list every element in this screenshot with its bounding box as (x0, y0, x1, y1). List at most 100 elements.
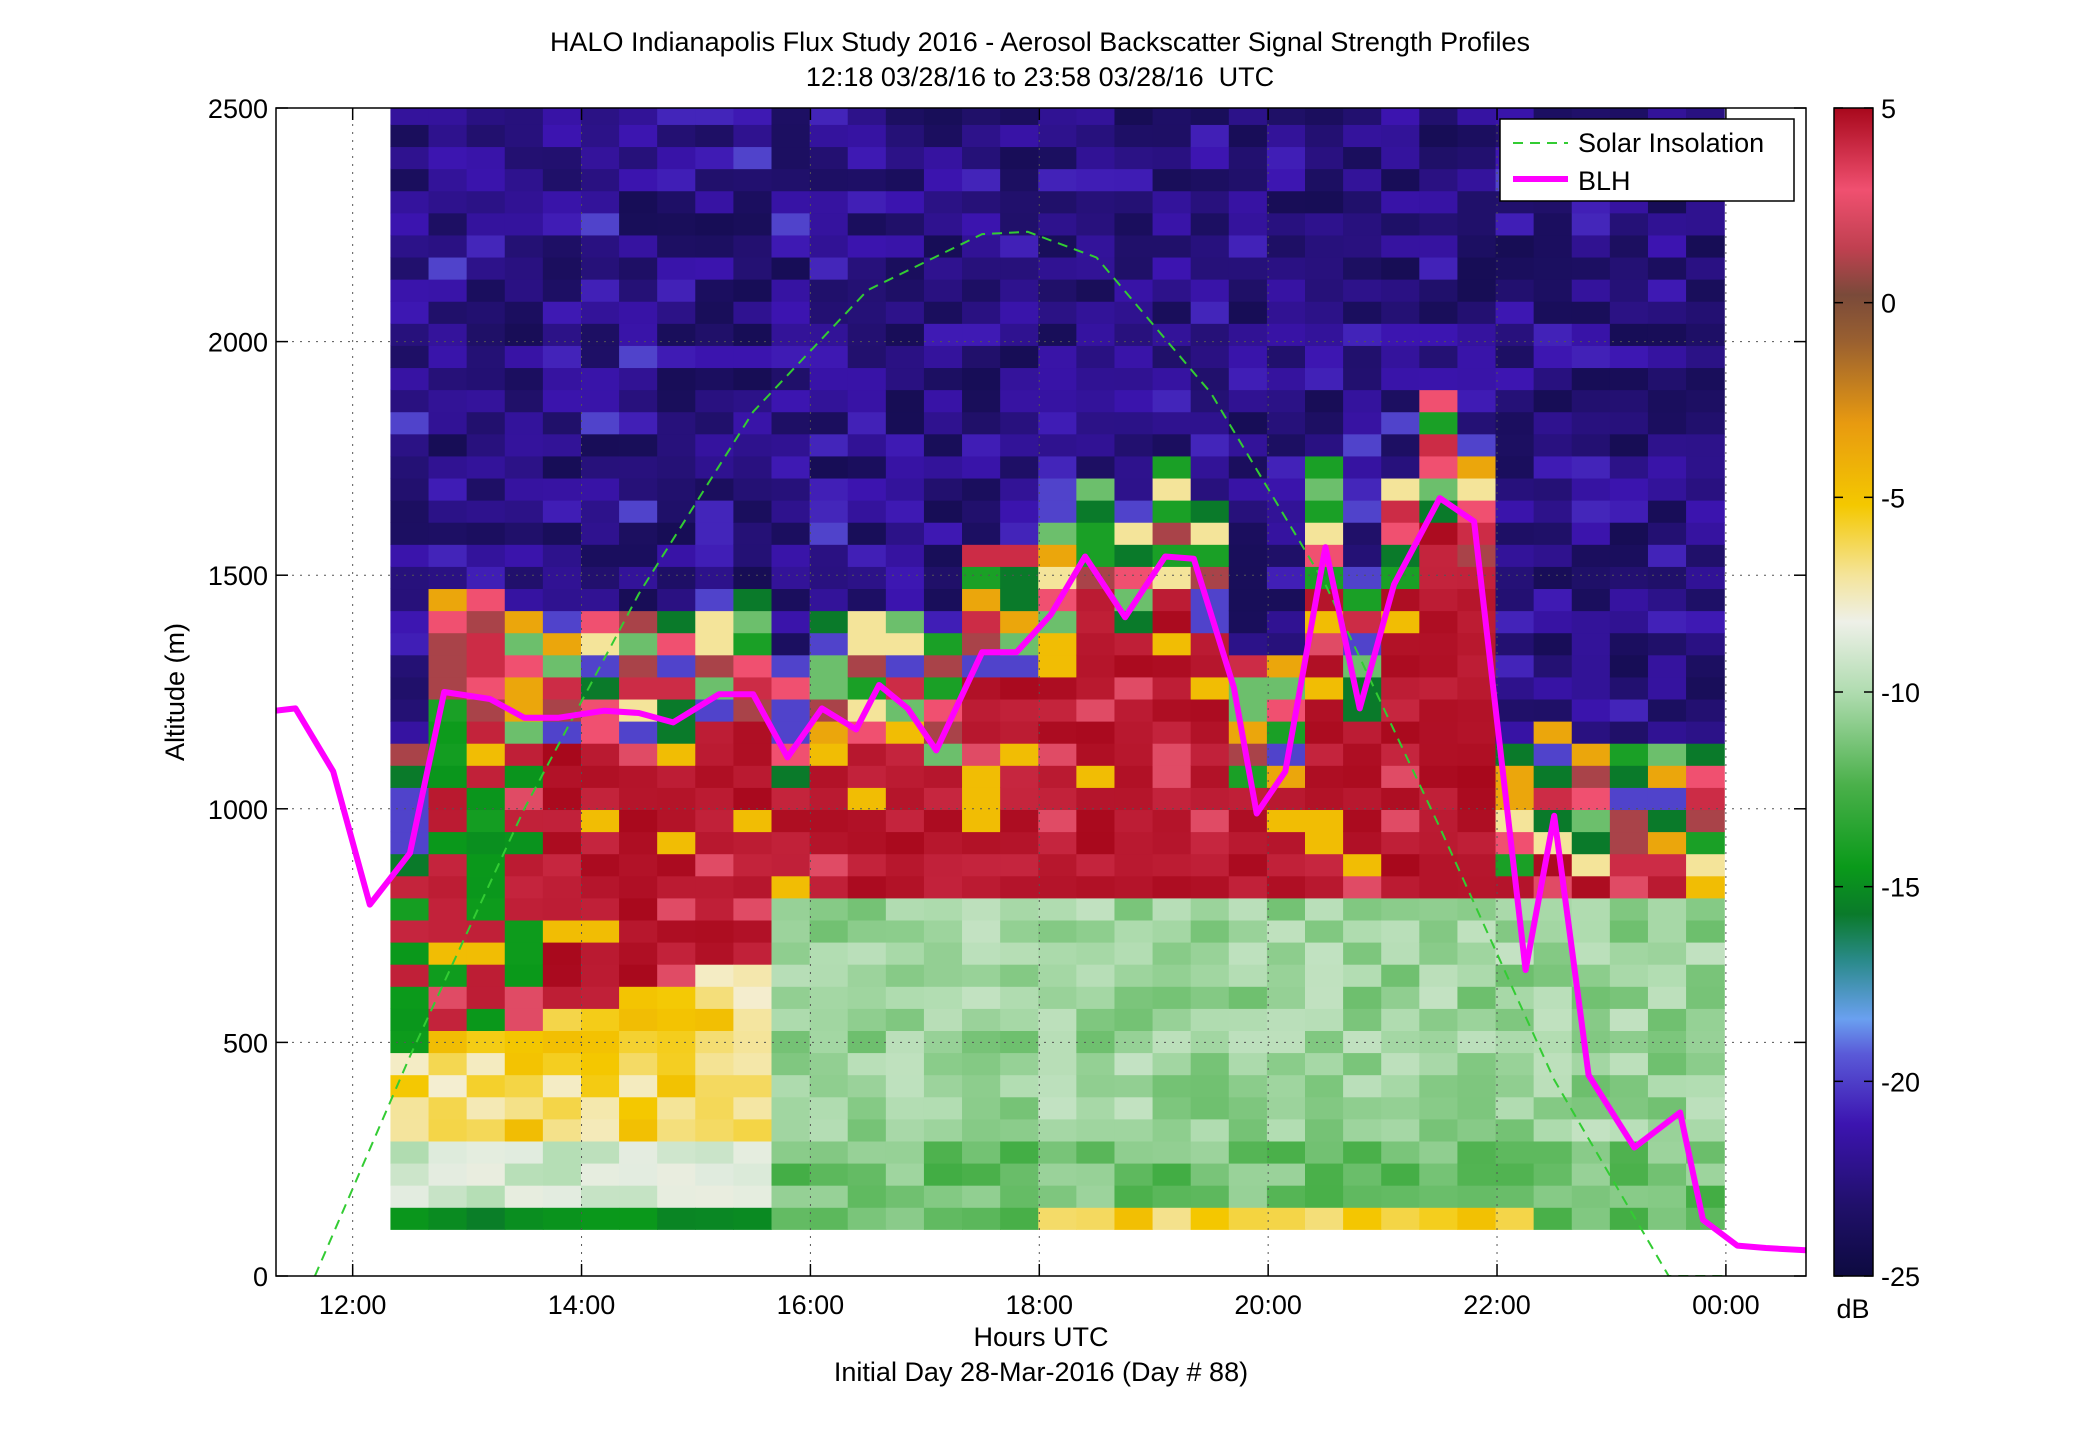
heatmap-cell (733, 168, 773, 192)
heatmap-cell (1686, 698, 1725, 722)
heatmap-cell (771, 964, 811, 987)
heatmap-cell (1228, 1074, 1268, 1098)
heatmap-cell (1000, 1052, 1039, 1076)
heatmap-cell (1305, 433, 1344, 457)
colorbar-label: dB (1836, 1294, 1869, 1324)
heatmap-cell (1495, 212, 1535, 236)
heatmap-cell (1266, 455, 1306, 479)
heatmap-cell (1114, 1118, 1154, 1142)
heatmap-cell (1495, 256, 1535, 280)
heatmap-cell (962, 1207, 1001, 1230)
heatmap-cell (1305, 279, 1344, 302)
heatmap-cell (1266, 1008, 1306, 1031)
heatmap-cell (962, 1162, 1001, 1186)
heatmap-cell (1343, 1074, 1382, 1098)
heatmap-cell (466, 875, 506, 899)
heatmap-cell (1457, 1162, 1497, 1186)
heatmap-cell (466, 654, 506, 678)
heatmap-cell (504, 1096, 544, 1120)
heatmap-cell (1381, 301, 1420, 324)
heatmap-cell (1114, 367, 1154, 391)
heatmap-cell (657, 919, 696, 943)
heatmap-cell (619, 1052, 658, 1076)
heatmap-cell (1686, 787, 1725, 811)
heatmap-cell (1419, 1052, 1459, 1076)
heatmap-cell (504, 389, 544, 413)
heatmap-cell (542, 146, 582, 170)
heatmap-cell (580, 190, 620, 214)
heatmap-cell (1495, 743, 1535, 766)
heatmap-cell (1457, 279, 1497, 302)
heatmap-cell (962, 809, 1001, 833)
heatmap-cell (1076, 279, 1116, 302)
blh-line (276, 495, 1806, 1254)
heatmap-cell (1343, 256, 1382, 280)
heatmap-cell (504, 1008, 544, 1031)
heatmap-cell (580, 345, 620, 369)
heatmap-cell (962, 1030, 1001, 1054)
heatmap-cell (1419, 831, 1459, 855)
heatmap-cell (1038, 1140, 1077, 1164)
heatmap-cell (962, 234, 1001, 258)
heatmap-cell (1609, 544, 1649, 567)
heatmap-cell (962, 1118, 1001, 1142)
heatmap-cell (428, 345, 468, 369)
heatmap-cell (847, 831, 887, 855)
heatmap-cell (580, 108, 620, 125)
heatmap-cell (1495, 1074, 1535, 1098)
heatmap-cell (466, 455, 506, 479)
heatmap-cell (504, 522, 544, 545)
heatmap-cell (466, 787, 506, 811)
heatmap-cell (923, 108, 963, 125)
heatmap-cell (1305, 676, 1344, 700)
heatmap-cell (657, 234, 696, 258)
x-axis-label: Hours UTC (973, 1322, 1108, 1352)
heatmap-cell (1152, 190, 1192, 214)
heatmap-cell (390, 323, 430, 346)
heatmap-cell (542, 301, 582, 324)
heatmap-cell (428, 853, 468, 877)
heatmap-cell (466, 522, 506, 545)
heatmap-cell (390, 1052, 430, 1076)
heatmap-cell (1038, 698, 1077, 722)
heatmap-cell (1343, 1140, 1382, 1164)
heatmap-cell (466, 234, 506, 258)
heatmap-cell (1533, 986, 1573, 1009)
heatmap-cell (733, 588, 773, 612)
heatmap-cell (542, 721, 582, 744)
heatmap-cell (1152, 1162, 1192, 1186)
heatmap-cell (1381, 168, 1420, 192)
heatmap-cell (1381, 897, 1420, 921)
heatmap-cell (923, 500, 963, 523)
heatmap-cell (1419, 411, 1459, 435)
heatmap-cell (1495, 544, 1535, 567)
heatmap-cell (1305, 522, 1344, 545)
heatmap-cell (962, 455, 1001, 479)
heatmap-cell (695, 411, 734, 435)
heatmap-cell (1419, 367, 1459, 391)
heatmap-cell (847, 108, 887, 125)
heatmap-cell (1266, 234, 1306, 258)
heatmap-cell (1686, 1074, 1725, 1098)
heatmap-cell (847, 986, 887, 1009)
heatmap-cell (771, 367, 811, 391)
heatmap-cell (1686, 1118, 1725, 1142)
heatmap-cell (1114, 411, 1154, 435)
heatmap-cell (1533, 367, 1573, 391)
heatmap-cell (1038, 1207, 1077, 1230)
colorbar: 50-5-10-15-20-25 dB (1833, 94, 1920, 1324)
heatmap-cell (1343, 809, 1382, 833)
heatmap-cell (1076, 212, 1116, 236)
heatmap-cell (1114, 964, 1154, 987)
heatmap-cell (962, 875, 1001, 899)
heatmap-cell (771, 455, 811, 479)
heatmap-cell (428, 1052, 468, 1076)
heatmap-cell (1647, 1118, 1687, 1142)
heatmap-cell (657, 345, 696, 369)
heatmap-cell (390, 168, 430, 192)
heatmap-cell (1038, 146, 1077, 170)
heatmap-cell (1571, 875, 1611, 899)
heatmap-cell (1419, 588, 1459, 612)
heatmap-cell (847, 787, 887, 811)
heatmap-cell (1495, 897, 1535, 921)
